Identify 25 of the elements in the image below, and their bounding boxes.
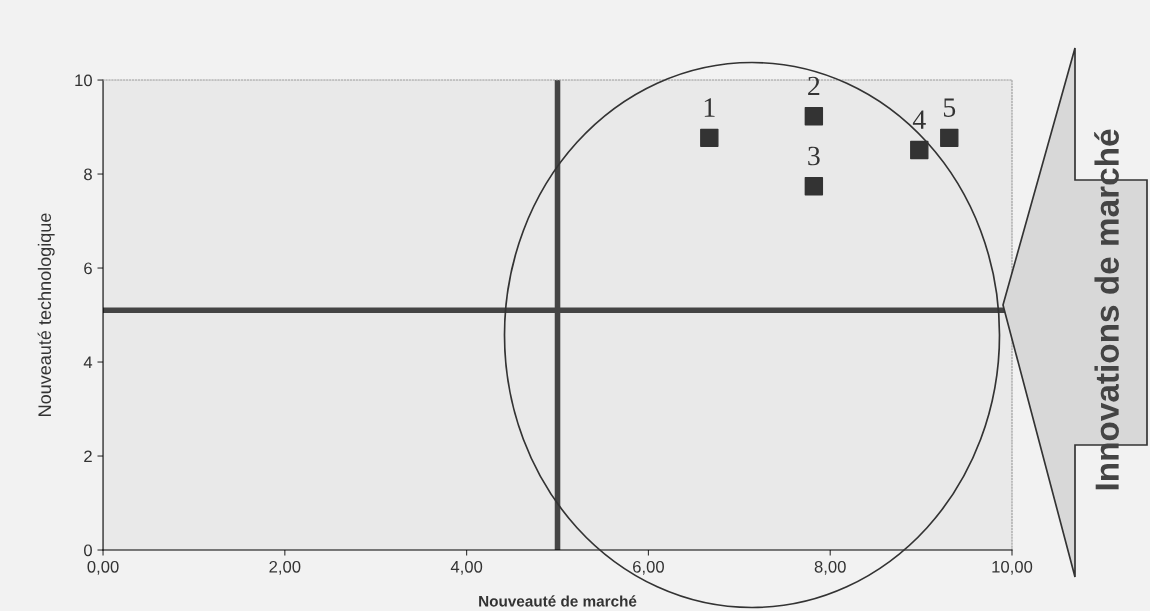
x-tick-label: 0,00: [87, 560, 119, 575]
point: [804, 107, 824, 126]
point: [940, 128, 959, 148]
x-tick-label: 6,00: [633, 560, 664, 575]
y-tick-label: 4: [83, 356, 93, 369]
annotation: 2: [808, 76, 820, 96]
point: [804, 177, 824, 196]
annotation: 5: [943, 98, 956, 117]
x-tick-label: 2,00: [269, 560, 301, 575]
x-tick-label: 8,00: [814, 560, 846, 575]
annotation: 4: [912, 110, 926, 129]
annotation: 1: [704, 98, 715, 117]
point: [700, 128, 719, 148]
y-tick-label: 2: [84, 450, 92, 463]
y-tick-label: 0: [84, 544, 92, 557]
y-axis-title: Nouveauté technologique: [37, 213, 55, 416]
annotation: 3: [808, 146, 820, 166]
y-tick-label: 10: [75, 74, 92, 87]
x-tick-label: 10,00: [992, 560, 1033, 575]
y-tick-label: 6: [84, 262, 92, 275]
x-axis-title: Nouveauté de marché: [479, 595, 637, 607]
x-tick-label: 4,00: [450, 560, 483, 575]
point: [910, 140, 929, 160]
text: Innovations de marché: [1094, 129, 1119, 490]
y-tick-label: 8: [84, 168, 92, 181]
